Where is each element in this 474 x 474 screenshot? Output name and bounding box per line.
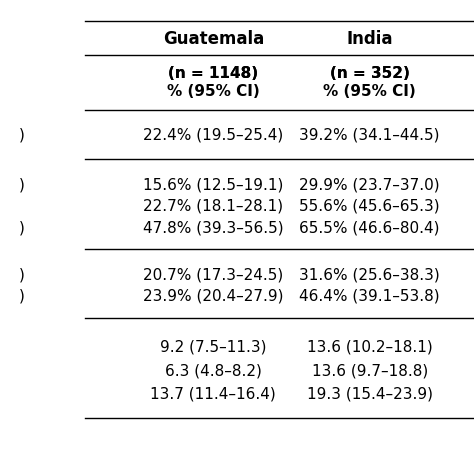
Text: 6.3 (4.8–8.2): 6.3 (4.8–8.2) bbox=[165, 363, 262, 378]
Text: (n = 1148): (n = 1148) bbox=[168, 66, 258, 81]
Text: ): ) bbox=[19, 128, 25, 143]
Text: 23.9% (20.4–27.9): 23.9% (20.4–27.9) bbox=[143, 289, 283, 304]
Text: 13.6 (10.2–18.1): 13.6 (10.2–18.1) bbox=[307, 339, 433, 355]
Text: % (95% CI): % (95% CI) bbox=[167, 83, 260, 99]
Text: 9.2 (7.5–11.3): 9.2 (7.5–11.3) bbox=[160, 339, 266, 355]
Text: ): ) bbox=[19, 177, 25, 192]
Text: ): ) bbox=[19, 267, 25, 283]
Text: 13.7 (11.4–16.4): 13.7 (11.4–16.4) bbox=[150, 387, 276, 402]
Text: 15.6% (12.5–19.1): 15.6% (12.5–19.1) bbox=[143, 177, 283, 192]
Text: 39.2% (34.1–44.5): 39.2% (34.1–44.5) bbox=[300, 128, 440, 143]
Text: 29.9% (23.7–37.0): 29.9% (23.7–37.0) bbox=[300, 177, 440, 192]
Text: 47.8% (39.3–56.5): 47.8% (39.3–56.5) bbox=[143, 220, 283, 235]
Text: 22.4% (19.5–25.4): 22.4% (19.5–25.4) bbox=[143, 128, 283, 143]
Text: ): ) bbox=[19, 289, 25, 304]
Text: (n = 352): (n = 352) bbox=[330, 66, 410, 81]
Text: 22.7% (18.1–28.1): 22.7% (18.1–28.1) bbox=[143, 199, 283, 214]
Text: 65.5% (46.6–80.4): 65.5% (46.6–80.4) bbox=[300, 220, 440, 235]
Text: % (95% CI): % (95% CI) bbox=[323, 83, 416, 99]
Text: 20.7% (17.3–24.5): 20.7% (17.3–24.5) bbox=[143, 267, 283, 283]
Text: 46.4% (39.1–53.8): 46.4% (39.1–53.8) bbox=[300, 289, 440, 304]
Text: (n = 1148): (n = 1148) bbox=[168, 66, 258, 81]
Text: 19.3 (15.4–23.9): 19.3 (15.4–23.9) bbox=[307, 387, 433, 402]
Text: 13.6 (9.7–18.8): 13.6 (9.7–18.8) bbox=[311, 363, 428, 378]
Text: ): ) bbox=[19, 220, 25, 235]
Text: 55.6% (45.6–65.3): 55.6% (45.6–65.3) bbox=[300, 199, 440, 214]
Text: 31.6% (25.6–38.3): 31.6% (25.6–38.3) bbox=[300, 267, 440, 283]
Text: India: India bbox=[346, 30, 393, 48]
Text: (n = 352): (n = 352) bbox=[330, 66, 410, 81]
Text: Guatemala: Guatemala bbox=[163, 30, 264, 48]
